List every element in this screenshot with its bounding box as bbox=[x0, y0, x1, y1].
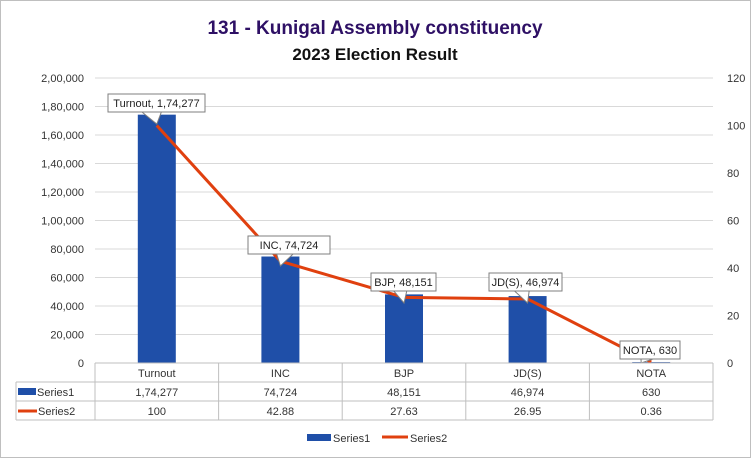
table-row-label: Series1 bbox=[37, 387, 74, 399]
y-right-tick-label: 20 bbox=[727, 311, 739, 323]
legend-series1-label: Series1 bbox=[333, 433, 370, 445]
data-label: Turnout, 1,74,277 bbox=[113, 98, 199, 110]
callout-pointer bbox=[276, 253, 294, 267]
category-label: Turnout bbox=[138, 368, 176, 380]
data-label: JD(S), 46,974 bbox=[492, 277, 560, 289]
data-label-box bbox=[488, 272, 563, 292]
chart-subtitle: 2023 Election Result bbox=[292, 45, 458, 64]
callout-pointer bbox=[141, 111, 162, 125]
table-cell-series1: 630 bbox=[642, 387, 660, 399]
y-right-tick-label: 100 bbox=[727, 121, 745, 133]
y-left-tick-label: 1,80,000 bbox=[41, 102, 84, 114]
y-left-tick-label: 1,00,000 bbox=[41, 216, 84, 228]
table-cell-series1: 48,151 bbox=[387, 387, 421, 399]
y-left-tick-label: 1,40,000 bbox=[41, 159, 84, 171]
y-left-tick-label: 0 bbox=[78, 358, 84, 370]
data-label: NOTA, 630 bbox=[623, 345, 677, 357]
y-right-tick-label: 60 bbox=[727, 216, 739, 228]
data-label: INC, 74,724 bbox=[260, 240, 319, 252]
y-right-tick-label: 80 bbox=[727, 168, 739, 180]
category-label: NOTA bbox=[636, 368, 666, 380]
table-cell-series1: 74,724 bbox=[264, 387, 298, 399]
table-cell-series1: 1,74,277 bbox=[135, 387, 178, 399]
table-cell-series2: 100 bbox=[148, 406, 166, 418]
bar bbox=[137, 114, 176, 363]
y-left-tick-label: 80,000 bbox=[50, 244, 84, 256]
bar bbox=[261, 256, 300, 363]
y-left-tick-label: 60,000 bbox=[50, 273, 84, 285]
y-right-tick-label: 0 bbox=[727, 358, 733, 370]
y-left-tick-label: 20,000 bbox=[50, 330, 84, 342]
data-label-box bbox=[619, 340, 681, 360]
series1-table-key bbox=[18, 388, 36, 395]
table-cell-series2: 42.88 bbox=[267, 406, 295, 418]
data-label: BJP, 48,151 bbox=[374, 277, 433, 289]
callout-pointer bbox=[393, 290, 408, 305]
y-left-tick-label: 1,60,000 bbox=[41, 130, 84, 142]
category-label: INC bbox=[271, 368, 290, 380]
table-row-label: Series2 bbox=[38, 406, 75, 418]
y-left-tick-label: 40,000 bbox=[50, 301, 84, 313]
y-left-tick-label: 1,20,000 bbox=[41, 187, 84, 199]
y-left-tick-label: 2,00,000 bbox=[41, 73, 84, 85]
legend-series1-key bbox=[307, 434, 331, 441]
bar bbox=[508, 296, 547, 363]
chart-title: 131 - Kunigal Assembly constituency bbox=[207, 18, 542, 39]
table-cell-series2: 26.95 bbox=[514, 406, 542, 418]
y-right-tick-label: 120 bbox=[727, 73, 745, 85]
data-label-box bbox=[247, 235, 331, 255]
callout-pointer bbox=[514, 290, 530, 305]
category-label: BJP bbox=[394, 368, 414, 380]
bar bbox=[385, 294, 423, 363]
legend-series2-label: Series2 bbox=[410, 433, 447, 445]
data-label-box bbox=[107, 93, 206, 113]
table-cell-series2: 27.63 bbox=[390, 406, 418, 418]
table-cell-series1: 46,974 bbox=[511, 387, 545, 399]
category-label: JD(S) bbox=[514, 368, 542, 380]
y-right-tick-label: 40 bbox=[727, 263, 739, 275]
table-cell-series2: 0.36 bbox=[640, 406, 661, 418]
data-label-box bbox=[370, 272, 437, 292]
